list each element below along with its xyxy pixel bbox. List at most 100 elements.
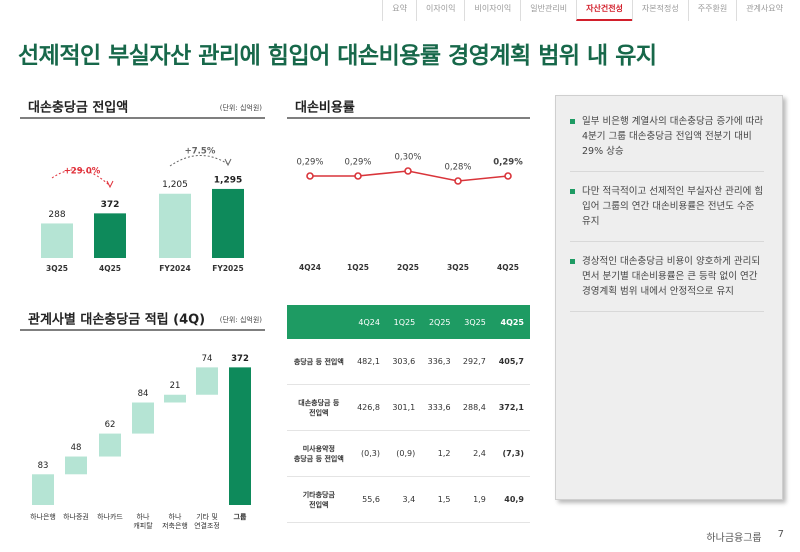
table-cell: 426,8 xyxy=(350,384,386,431)
bar xyxy=(99,433,121,457)
value-label: 372 xyxy=(101,200,120,210)
table-cell: 55,6 xyxy=(350,476,386,523)
x-tick-label: 4Q24 xyxy=(299,263,321,272)
table-cell: (7,3) xyxy=(491,430,530,477)
table-cell: 372,1 xyxy=(491,384,530,431)
table-cell: 288,4 xyxy=(456,384,492,431)
table-cell: 3,4 xyxy=(385,476,422,523)
nav-tab[interactable]: 자산건전성 xyxy=(576,0,632,21)
x-tick-label: FY2025 xyxy=(212,264,243,273)
table-cell: 301,1 xyxy=(385,384,422,431)
data-table: 4Q24 1Q25 2Q25 3Q25 4Q25 충당금 등 전입액 482,1 303,6 3… xyxy=(287,305,530,523)
table-cell: 336,3 xyxy=(421,339,457,385)
nav-tab[interactable]: 비이자이익 xyxy=(464,0,520,21)
point xyxy=(454,177,462,185)
chart-title: 대손비용률 xyxy=(295,100,355,116)
header-cell: 1Q25 xyxy=(385,305,422,339)
value-label: 372 xyxy=(231,354,249,364)
unit-label: (단위: 십억원) xyxy=(220,315,263,324)
table-row: 충당금 등 전입액 482,1 303,6 336,3 292,7 405,7 xyxy=(287,339,530,385)
nav-tab[interactable]: 주주환원 xyxy=(687,0,736,21)
bar xyxy=(164,394,186,403)
header-cell xyxy=(287,305,351,339)
tab-bar: 요약 이자이익 비이자이익 일반관리비 자산건전성 자본적정성 주주환원 관계사요약 xyxy=(382,0,792,21)
header-cell: 2Q25 xyxy=(421,305,457,339)
header-row: 4Q24 1Q25 2Q25 3Q25 4Q25 xyxy=(287,305,530,339)
value-label: 0,29% xyxy=(493,158,523,168)
value-label: 84 xyxy=(138,389,149,399)
nav-tab[interactable]: 요약 xyxy=(382,0,416,21)
bar xyxy=(32,474,54,505)
table-cell: 1,2 xyxy=(421,430,457,477)
x-tick-label: 그룹 xyxy=(234,512,247,521)
x-tick-label: 3Q25 xyxy=(447,263,469,272)
table-cell: 292,7 xyxy=(456,339,492,385)
header-cell: 4Q25 xyxy=(491,305,530,339)
change-annotation: +29.0% xyxy=(64,167,101,177)
bar xyxy=(65,456,87,475)
nav-tab[interactable]: 자본적정성 xyxy=(631,0,688,21)
table-row: 미사용약정 충당금 등 전입액 (0,3) (0,9) 1,2 2,4 (7,3) xyxy=(287,430,530,477)
header-cell: 3Q25 xyxy=(456,305,492,339)
header-cell: 4Q24 xyxy=(350,305,386,339)
table-cell: 1,9 xyxy=(456,476,492,523)
bar xyxy=(196,367,218,395)
chart-title: 관계사별 대손충당금 적립 (4Q) xyxy=(28,312,205,328)
value-label: 0,29% xyxy=(296,158,323,168)
x-tick-label: 하나 캐피탈 xyxy=(133,512,153,530)
x-tick-label: 1Q25 xyxy=(347,263,369,272)
chart-title: 대손충당금 전입액 xyxy=(28,100,128,116)
value-label: 0,28% xyxy=(444,163,471,173)
table-cell: 303,6 xyxy=(385,339,422,385)
table-cell: (0,9) xyxy=(385,430,422,477)
nav-tab[interactable]: 관계사요약 xyxy=(736,0,792,21)
note-box: 일부 비은행 계열사의 대손충당금 증가에 따라 4분기 그룹 대손충당금 전입… xyxy=(555,95,783,500)
value-label: 0,30% xyxy=(394,153,421,163)
x-tick-label: 4Q25 xyxy=(99,264,121,273)
bar xyxy=(212,188,244,258)
bullet-note: 다만 적극적이고 선제적인 부실자산 관리에 힘입어 그룹의 연간 대손비용률은… xyxy=(570,184,764,242)
bullet-note: 경상적인 대손충당금 비용이 양호하게 관리되면서 분기별 대손비용률은 큰 등… xyxy=(570,254,764,312)
value-label: 21 xyxy=(170,381,181,391)
bar xyxy=(41,223,73,258)
change-annotation: +7.5% xyxy=(185,147,216,157)
value-label: 48 xyxy=(71,443,82,453)
nav-tab[interactable]: 일반관리비 xyxy=(520,0,576,21)
brand: 하나금융그룹 xyxy=(706,533,762,544)
point xyxy=(354,172,362,180)
arrow-head xyxy=(106,180,114,189)
x-tick-label: 하나은행 xyxy=(30,512,56,521)
x-tick-label: 하나카드 xyxy=(97,512,123,521)
value-label: 288 xyxy=(48,210,65,220)
table-row: 대손충당금 등 전입액 426,8 301,1 333,6 288,4 372,1 xyxy=(287,384,530,431)
nav-tab[interactable]: 이자이익 xyxy=(416,0,464,21)
x-tick-label: 3Q25 xyxy=(46,264,68,273)
table-cell: 40,9 xyxy=(491,476,530,523)
bar xyxy=(94,213,126,258)
value-label: 83 xyxy=(38,461,49,471)
x-tick-label: 기타 및 연결조정 xyxy=(194,512,220,530)
x-tick-label: 하나증권 xyxy=(63,512,89,521)
x-tick-label: 하나 저축은행 xyxy=(162,512,188,530)
table-cell: 482,1 xyxy=(350,339,386,385)
row-label: 충당금 등 전입액 xyxy=(287,339,351,385)
bar xyxy=(159,193,191,258)
x-tick-label: FY2024 xyxy=(159,264,190,273)
value-label: 62 xyxy=(105,420,116,430)
table-row: 기타충당금 전입액 55,6 3,4 1,5 1,9 40,9 xyxy=(287,476,530,523)
row-label: 미사용약정 충당금 등 전입액 xyxy=(287,430,351,477)
change-arrow xyxy=(169,155,229,167)
page-number: 7 xyxy=(777,529,784,540)
table-cell: 2,4 xyxy=(456,430,492,477)
unit-label: (단위: 십억원) xyxy=(220,103,263,112)
footer: 하나금융그룹 7 xyxy=(706,529,784,544)
value-label: 1,205 xyxy=(162,180,188,190)
x-tick-label: 2Q25 xyxy=(397,263,419,272)
point xyxy=(306,172,314,180)
value-label: 1,295 xyxy=(214,175,242,185)
bar xyxy=(229,367,251,505)
value-label: 0,29% xyxy=(344,158,371,168)
point xyxy=(504,172,512,180)
